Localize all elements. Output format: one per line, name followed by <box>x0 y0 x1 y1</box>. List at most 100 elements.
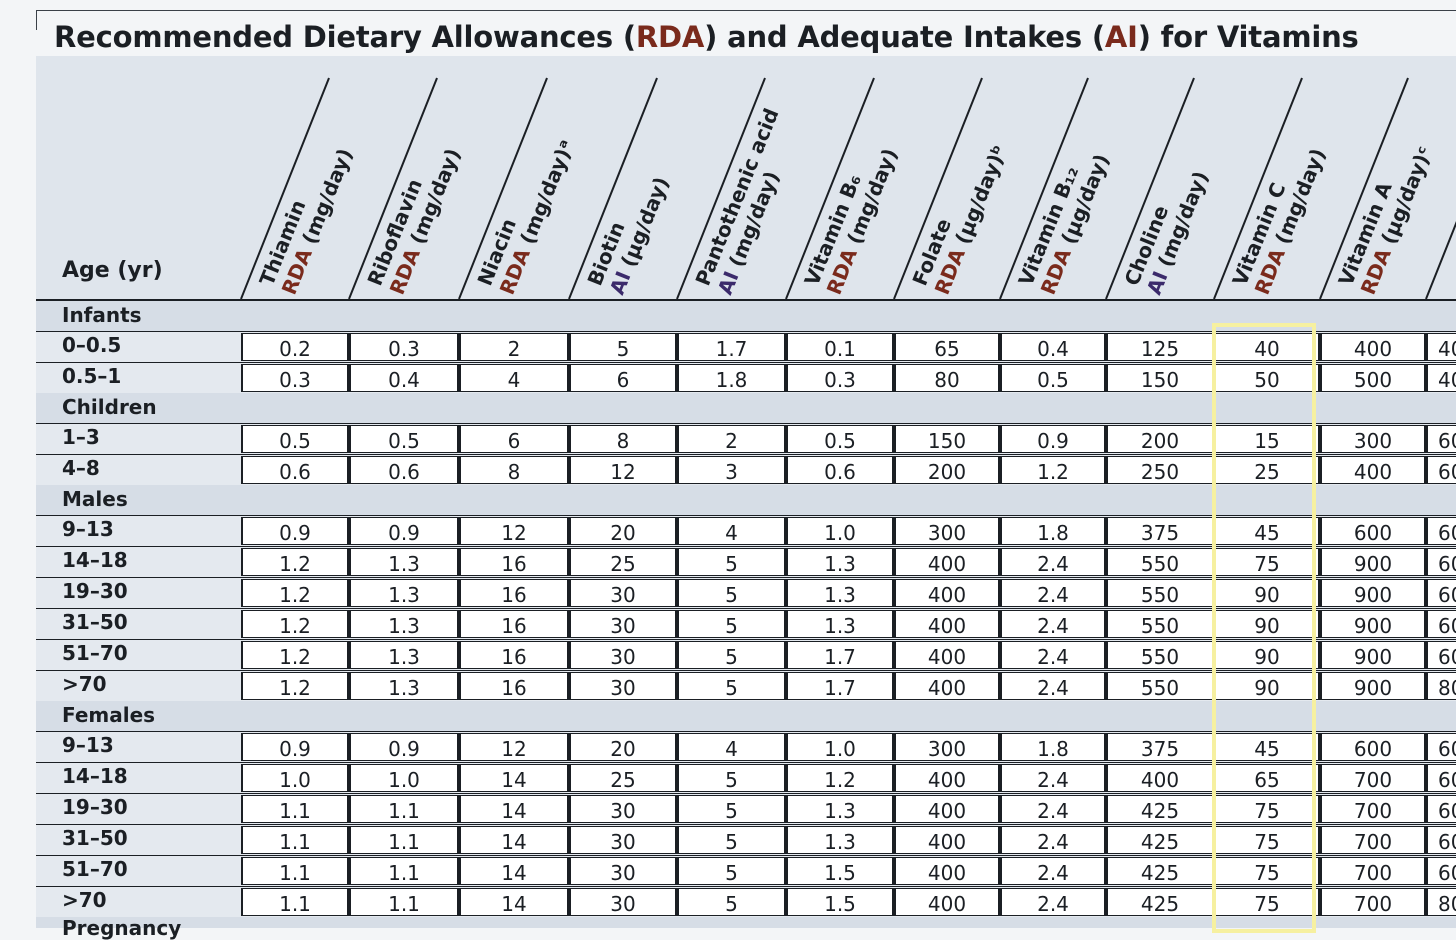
table-cell: 1.3 <box>349 641 459 669</box>
table-cell: 600 <box>1320 517 1426 545</box>
header-divider-3 <box>458 77 548 300</box>
header-divider-11 <box>1319 77 1409 300</box>
page-title: Recommended Dietary Allowances (RDA) and… <box>54 20 1359 54</box>
table-cell: 1.3 <box>786 579 894 607</box>
table-cell: 30 <box>569 888 677 916</box>
table-cell: 250 <box>1106 456 1214 484</box>
row-age-label: 1–3 <box>62 425 100 449</box>
row-age-label: 9–13 <box>62 733 114 757</box>
table-cell: 0.9 <box>1000 425 1106 453</box>
table-cell: 1.8 <box>1000 517 1106 545</box>
age-column-header: Age (yr) <box>62 258 163 283</box>
table-cell: 60 <box>1426 764 1456 792</box>
table-cell: 4 <box>459 364 569 392</box>
table-cell: 60 <box>1426 579 1456 607</box>
table-cell: 900 <box>1320 641 1426 669</box>
table-cell: 40 <box>1214 333 1320 361</box>
header-divider-2 <box>348 77 438 300</box>
table-cell: 0.3 <box>786 364 894 392</box>
table-cell: 400 <box>894 888 1000 916</box>
table-cell: 5 <box>569 333 677 361</box>
table-cell: 60 <box>1426 425 1456 453</box>
row-age-label: 9–13 <box>62 517 114 541</box>
table-cell: 400 <box>894 672 1000 700</box>
table-cell: 300 <box>894 517 1000 545</box>
table-cell: 60 <box>1426 641 1456 669</box>
table-cell: 0.5 <box>786 425 894 453</box>
table-cell: 900 <box>1320 610 1426 638</box>
table-cell: 1.0 <box>241 764 349 792</box>
header-divider-1 <box>240 77 330 300</box>
table-cell: 1.7 <box>677 333 786 361</box>
table-cell: 5 <box>677 641 786 669</box>
table-cell: 1.0 <box>349 764 459 792</box>
table-cell: 60 <box>1426 857 1456 885</box>
table-cell: 550 <box>1106 548 1214 576</box>
table-cell: 14 <box>459 764 569 792</box>
table-cell: 1.3 <box>349 610 459 638</box>
group-label: Females <box>62 703 156 727</box>
table-cell: 0.6 <box>786 456 894 484</box>
table-cell: 75 <box>1214 826 1320 854</box>
row-age-label: >70 <box>62 672 107 696</box>
table-cell: 550 <box>1106 610 1214 638</box>
table-cell: 2.4 <box>1000 764 1106 792</box>
table-cell: 4 <box>677 517 786 545</box>
table-cell: 425 <box>1106 826 1214 854</box>
table-cell: 3 <box>677 456 786 484</box>
table-cell: 40 <box>1426 333 1456 361</box>
table-cell: 0.6 <box>241 456 349 484</box>
table-cell: 60 <box>1426 456 1456 484</box>
group-label-pregnancy: Pregnancy <box>62 916 182 940</box>
table-cell: 1.2 <box>1000 456 1106 484</box>
table-cell: 5 <box>677 826 786 854</box>
table-cell: 500 <box>1320 364 1426 392</box>
table-cell: 375 <box>1106 733 1214 761</box>
table-cell: 1.1 <box>349 795 459 823</box>
table-cell: 0.9 <box>349 517 459 545</box>
table-cell: 2.4 <box>1000 826 1106 854</box>
table-cell: 400 <box>894 764 1000 792</box>
table-cell: 12 <box>569 456 677 484</box>
table-cell: 60 <box>1426 733 1456 761</box>
table-cell: 1.3 <box>349 579 459 607</box>
table-cell: 60 <box>1426 826 1456 854</box>
table-cell: 400 <box>894 610 1000 638</box>
table-cell: 400 <box>894 795 1000 823</box>
table-cell: 1.2 <box>241 641 349 669</box>
table-cell: 6 <box>459 425 569 453</box>
table-cell: 1.1 <box>241 826 349 854</box>
table-cell: 700 <box>1320 764 1426 792</box>
row-age-label: 14–18 <box>62 764 128 788</box>
table-cell: 65 <box>894 333 1000 361</box>
row-age-label: 0–0.5 <box>62 333 122 357</box>
table-cell: 1.5 <box>786 888 894 916</box>
table-cell: 6 <box>569 364 677 392</box>
table-cell: 1.2 <box>241 548 349 576</box>
table-cell: 0.2 <box>241 333 349 361</box>
table-cell: 60 <box>1426 517 1456 545</box>
table-cell: 400 <box>894 579 1000 607</box>
table-cell: 14 <box>459 857 569 885</box>
group-label: Males <box>62 487 128 511</box>
header-divider-10 <box>1213 77 1303 300</box>
table-cell: 1.8 <box>677 364 786 392</box>
table-cell: 400 <box>1106 764 1214 792</box>
table-cell: 90 <box>1214 579 1320 607</box>
table-cell: 20 <box>569 517 677 545</box>
title-part-3: ) for Vitamins <box>1137 20 1359 54</box>
table-cell: 1.1 <box>349 826 459 854</box>
table-cell: 2.4 <box>1000 672 1106 700</box>
table-cell: 25 <box>1214 456 1320 484</box>
row-age-label: >70 <box>62 888 107 912</box>
table-cell: 5 <box>677 857 786 885</box>
table-cell: 550 <box>1106 641 1214 669</box>
table-cell: 300 <box>894 733 1000 761</box>
table-cell: 5 <box>677 579 786 607</box>
table-cell: 30 <box>569 826 677 854</box>
group-band <box>36 393 1456 423</box>
table-cell: 1.3 <box>349 548 459 576</box>
table-cell: 1.2 <box>241 579 349 607</box>
table-cell: 16 <box>459 610 569 638</box>
